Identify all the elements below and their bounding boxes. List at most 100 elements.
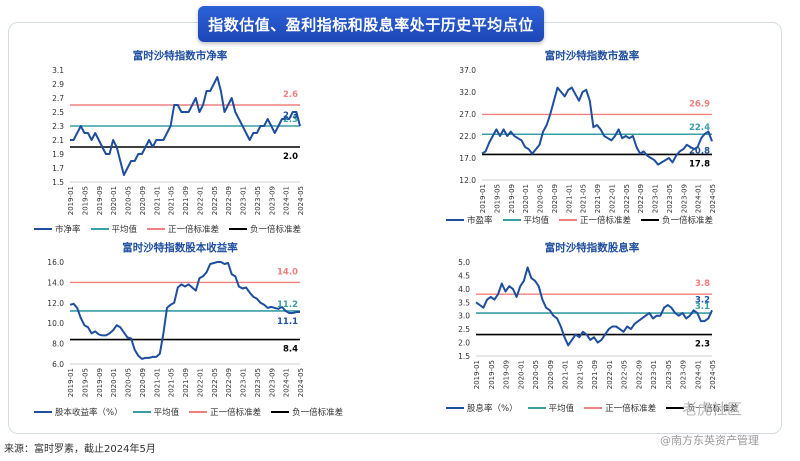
- x-tick-label: 2024-05: [297, 186, 305, 215]
- legend-mean: 平均值: [548, 404, 575, 414]
- plus-label: 3.8: [695, 279, 710, 289]
- y-tick-label: 10.0: [47, 319, 64, 328]
- x-tick-label: 2022-09: [225, 186, 233, 215]
- x-tick-label: 2020-01: [522, 184, 530, 213]
- chart-title: 富时沙特指数股息率: [544, 242, 640, 254]
- x-tick-label: 2020-05: [532, 360, 540, 389]
- latest-label: 2.3: [283, 111, 298, 121]
- minus-label: 8.4: [283, 345, 298, 355]
- x-tick-label: 2022-09: [635, 360, 643, 389]
- legend: 市盈率 平均值 正一倍标准差 负一倍标准差: [446, 214, 713, 226]
- x-tick-label: 2021-01: [562, 360, 570, 389]
- x-tick-label: 2022-05: [211, 368, 219, 397]
- y-tick-label: 2.9: [52, 80, 64, 89]
- legend-minus: 负一倍标准差: [292, 408, 344, 418]
- legend-mean: 平均值: [523, 216, 550, 226]
- x-tick-label: 2024-01: [283, 368, 291, 397]
- y-tick-label: 4.0: [458, 285, 470, 294]
- x-tick-label: 2022-05: [621, 360, 629, 389]
- plus-label: 26.9: [689, 99, 710, 109]
- chart-title: 富时沙特指数市净率: [132, 50, 228, 62]
- y-tick-label: 1.5: [52, 178, 64, 187]
- chart-title: 富时沙特指数市盈率: [544, 50, 640, 62]
- x-tick-label: 2019-01: [473, 360, 481, 389]
- legend-plus: 正一倍标准差: [580, 216, 632, 226]
- y-tick-label: 2.5: [458, 325, 470, 334]
- x-tick-label: 2023-05: [666, 184, 674, 213]
- y-tick-label: 2.5: [52, 108, 64, 117]
- legend-minus: 负一倍标准差: [687, 404, 739, 414]
- panel-pb: 富时沙特指数市净率 1.5 1.7 1.9 2.1 2.3 2.5 2.7 2.9 3.1 201…: [34, 48, 326, 248]
- y-tick-label: 37.0: [459, 66, 476, 75]
- mean-label: 3.1: [695, 302, 710, 312]
- x-tick-label: 2021-01: [565, 184, 573, 213]
- x-tick-label: 2021-09: [182, 186, 190, 215]
- y-tick-label: 12.0: [459, 176, 476, 185]
- x-tick-label: 2023-05: [254, 368, 262, 397]
- source-note: 来源：富时罗素，截止2024年5月: [4, 444, 156, 455]
- x-tick-label: 2020-09: [139, 186, 147, 215]
- y-tick-label: 8.0: [52, 340, 64, 349]
- x-tick-label: 2020-09: [547, 360, 555, 389]
- x-tick-label: 2024-01: [694, 360, 702, 389]
- x-tick-label: 2024-05: [297, 368, 305, 397]
- x-tick-label: 2022-09: [637, 184, 645, 213]
- x-tick-label: 2023-01: [240, 186, 248, 215]
- x-tick-label: 2023-09: [268, 368, 276, 397]
- x-tick-label: 2019-05: [493, 184, 501, 213]
- x-tick-label: 2020-05: [125, 368, 133, 397]
- x-tick-label: 2019-09: [503, 360, 511, 389]
- series-line: [69, 261, 300, 360]
- minus-label: 2.3: [695, 340, 710, 350]
- y-tick-label: 1.7: [52, 164, 64, 173]
- x-tick-label: 2021-09: [182, 368, 190, 397]
- y-tick-label: 5.0: [458, 258, 470, 267]
- x-tick-label: 2022-05: [623, 184, 631, 213]
- x-tick-label: 2024-01: [283, 186, 291, 215]
- pb-chart: 1.5 1.7 1.9 2.1 2.3 2.5 2.7 2.9 3.1 2019-01 2019-0…: [52, 66, 305, 215]
- x-tick-label: 2019-09: [96, 368, 104, 397]
- legend-series: 股本收益率（%）: [55, 408, 123, 418]
- x-tick-label: 2022-01: [196, 368, 204, 397]
- x-tick-label: 2024-01: [695, 184, 703, 213]
- mean-label: 2.3: [283, 115, 298, 125]
- x-tick-label: 2023-05: [665, 360, 673, 389]
- x-tick-label: 2022-01: [196, 186, 204, 215]
- y-tick-label: 1.5: [458, 352, 470, 361]
- x-tick-label: 2020-05: [537, 184, 545, 213]
- x-tick-label: 2021-05: [168, 186, 176, 215]
- x-tick-label: 2021-05: [168, 368, 176, 397]
- x-tick-label: 2021-01: [153, 186, 161, 215]
- x-tick-label: 2023-09: [268, 186, 276, 215]
- x-tick-label: 2021-05: [576, 360, 584, 389]
- y-tick-label: 3.5: [458, 298, 470, 307]
- panel-roe: 富时沙特指数股本收益率 6.0 8.0 10.0 12.0 14.0 16.0 2019-0…: [34, 240, 343, 440]
- x-tick-label: 2023-09: [680, 184, 688, 213]
- chart-title: 富时沙特指数股本收益率: [122, 242, 238, 254]
- pe-chart: 12.0 17.0 22.0 27.0 32.0 37.0 2019-01 2019-05 20…: [459, 66, 717, 213]
- x-tick-label: 2023-01: [240, 368, 248, 397]
- legend: 股本收益率（%） 平均值 正一倍标准差 负一倍标准差: [34, 406, 343, 418]
- mean-label: 22.4: [689, 123, 710, 133]
- legend-mean: 平均值: [153, 408, 180, 418]
- latest-label: 20.8: [689, 146, 710, 156]
- x-tick-label: 2019-05: [81, 368, 89, 397]
- x-tick-label: 2019-09: [508, 184, 516, 213]
- x-tick-label: 2022-01: [608, 184, 616, 213]
- x-tick-label: 2023-01: [650, 360, 658, 389]
- y-tick-label: 2.1: [52, 136, 64, 145]
- minus-label: 2.0: [283, 152, 298, 162]
- x-tick-label: 2021-09: [591, 360, 599, 389]
- latest-label: 11.1: [277, 317, 298, 327]
- x-tick-label: 2020-09: [551, 184, 559, 213]
- x-tick-label: 2022-05: [211, 186, 219, 215]
- legend-series: 股息率（%）: [467, 404, 518, 414]
- y-tick-label: 3.0: [458, 312, 470, 321]
- y-tick-label: 3.1: [52, 66, 64, 75]
- panel-dividend: 富时沙特指数股息率 1.5 2.0 2.5 3.0 3.5 4.0 4.5 5.0 2019-0…: [446, 240, 738, 440]
- panel-pe: 富时沙特指数市盈率 12.0 17.0 22.0 27.0 32.0 37.0 2019-0…: [446, 48, 738, 248]
- series-line: [481, 86, 713, 166]
- x-tick-label: 2024-05: [709, 360, 717, 389]
- legend-plus: 正一倍标准差: [168, 225, 220, 235]
- y-tick-label: 2.3: [52, 122, 64, 131]
